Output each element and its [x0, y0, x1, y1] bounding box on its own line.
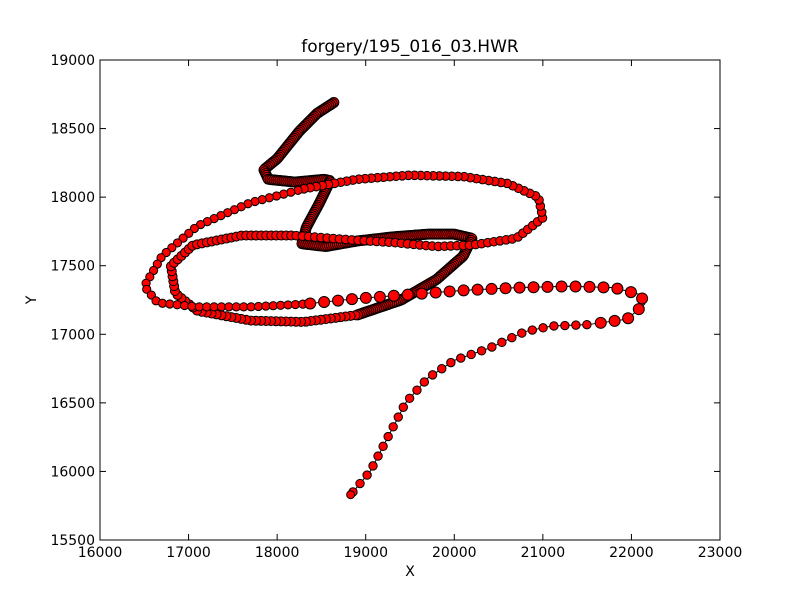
data-point: [446, 357, 456, 368]
x-tick-label: 16000: [78, 545, 123, 561]
data-point: [362, 470, 372, 480]
y-tick-label: 16000: [50, 464, 95, 480]
data-point: [443, 285, 456, 298]
data-point: [513, 281, 526, 294]
data-point: [437, 364, 447, 374]
data-point: [487, 342, 497, 352]
y-tick-label: 18000: [50, 190, 95, 206]
data-point: [476, 346, 487, 356]
data-point: [346, 490, 356, 500]
data-point: [355, 478, 365, 489]
data-point: [388, 422, 398, 432]
data-point: [368, 461, 378, 471]
x-tick-label: 20000: [432, 545, 477, 561]
data-point: [569, 280, 582, 293]
data-point: [582, 319, 592, 330]
plot-frame: [99, 59, 721, 541]
x-tick-label: 23000: [698, 545, 743, 561]
data-point: [373, 451, 383, 461]
data-point: [373, 290, 386, 303]
data-point: [393, 412, 403, 422]
data-point: [499, 282, 512, 295]
y-tick-label: 15500: [50, 533, 95, 549]
y-tick-label: 16500: [50, 396, 95, 412]
data-point: [624, 286, 637, 299]
y-tick-label: 19000: [50, 53, 95, 69]
axis-ticks: 16000 17000 18000 19000 20000 21000 22000 23000…: [50, 53, 742, 561]
data-point: [466, 349, 476, 360]
y-tick-label: 17000: [50, 327, 95, 343]
x-tick-label: 19000: [343, 545, 388, 561]
data-point: [507, 333, 517, 343]
data-point: [398, 402, 409, 412]
data-point: [471, 283, 484, 296]
trajectory-markers: [141, 97, 649, 500]
data-point: [571, 320, 581, 330]
data-point: [412, 385, 422, 395]
data-point: [560, 320, 570, 331]
data-point: [359, 291, 372, 304]
data-point: [583, 280, 596, 293]
data-point: [429, 286, 442, 299]
data-point: [456, 353, 466, 363]
data-point: [387, 289, 400, 302]
data-point: [497, 337, 507, 348]
data-point: [419, 377, 430, 387]
x-tick-label: 21000: [521, 545, 566, 561]
data-point: [318, 296, 331, 309]
data-point: [594, 316, 607, 329]
data-point: [527, 325, 538, 335]
x-tick-label: 18000: [255, 545, 300, 561]
data-point: [485, 282, 498, 295]
y-tick-label: 18500: [50, 122, 95, 138]
x-tick-label: 22000: [609, 545, 654, 561]
y-axis-label: Y: [24, 295, 40, 305]
data-point: [611, 282, 624, 295]
data-point: [415, 287, 428, 300]
data-point: [636, 292, 649, 305]
data-point: [517, 328, 527, 338]
data-point: [555, 280, 568, 293]
data-point: [332, 294, 345, 307]
data-point: [345, 293, 358, 306]
data-point: [527, 281, 540, 294]
data-point: [404, 393, 415, 404]
data-point: [383, 431, 393, 442]
x-tick-label: 17000: [166, 545, 211, 561]
data-point: [378, 441, 388, 452]
data-point: [427, 370, 438, 380]
data-point: [457, 284, 470, 297]
data-point: [401, 288, 414, 301]
chart-title: forgery/195_016_03.HWR: [301, 37, 519, 57]
data-point: [622, 312, 635, 325]
data-point: [597, 281, 610, 294]
y-tick-label: 17500: [50, 259, 95, 275]
data-point: [304, 297, 317, 310]
data-point: [541, 280, 554, 293]
x-axis-label: X: [405, 564, 415, 580]
data-point: [608, 314, 621, 327]
data-point: [538, 323, 548, 333]
data-point: [632, 303, 645, 316]
data-point: [549, 321, 559, 331]
